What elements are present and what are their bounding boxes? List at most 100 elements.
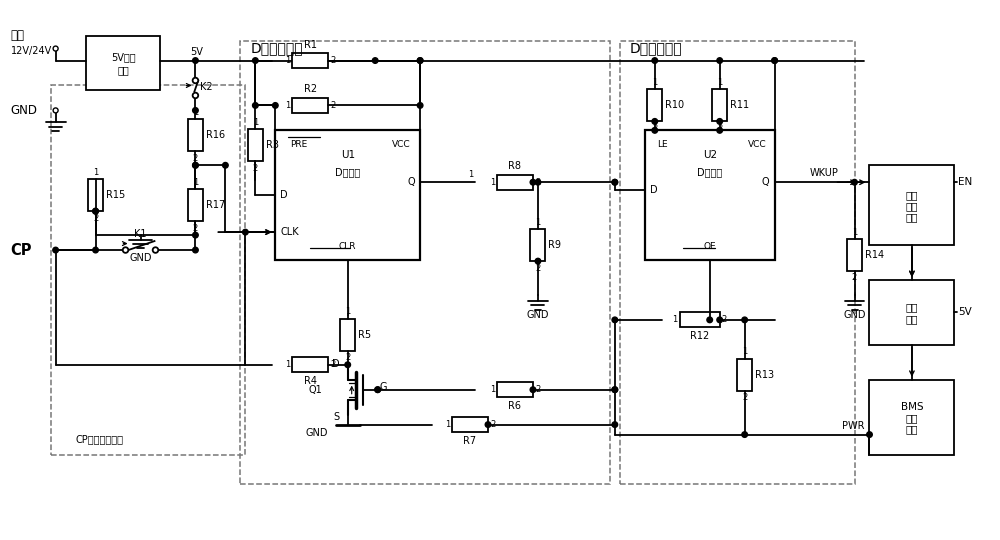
Text: 常电: 常电: [11, 29, 25, 42]
Text: EN: EN: [958, 177, 973, 187]
Text: R2: R2: [304, 84, 317, 94]
Text: 电源: 电源: [906, 302, 918, 313]
Circle shape: [535, 179, 541, 185]
Text: R17: R17: [206, 200, 225, 210]
Circle shape: [612, 317, 618, 323]
Text: GND: GND: [305, 428, 328, 437]
Text: CP: CP: [11, 242, 32, 258]
Circle shape: [717, 317, 722, 323]
Circle shape: [612, 179, 618, 185]
Text: WKUP: WKUP: [810, 168, 839, 178]
Text: 1: 1: [652, 78, 657, 87]
Text: BMS: BMS: [901, 402, 923, 412]
Text: 1: 1: [717, 78, 722, 87]
Circle shape: [652, 127, 658, 133]
Circle shape: [535, 258, 541, 264]
Circle shape: [417, 58, 423, 63]
Circle shape: [417, 58, 423, 63]
Text: VCC: VCC: [748, 140, 767, 150]
Text: R3: R3: [266, 140, 279, 150]
Text: CLK: CLK: [280, 227, 299, 237]
Circle shape: [253, 58, 258, 63]
Text: 开关: 开关: [906, 201, 918, 211]
Circle shape: [273, 103, 278, 108]
FancyBboxPatch shape: [275, 130, 420, 260]
FancyBboxPatch shape: [497, 382, 533, 397]
Text: 1: 1: [852, 227, 857, 237]
Circle shape: [193, 78, 198, 83]
Text: R9: R9: [548, 240, 561, 250]
Text: 2: 2: [742, 393, 747, 402]
Circle shape: [153, 247, 158, 253]
Text: 5V常电: 5V常电: [111, 52, 135, 62]
Text: R12: R12: [690, 331, 709, 341]
Text: OE: OE: [703, 242, 716, 251]
Text: 1: 1: [253, 118, 258, 127]
FancyBboxPatch shape: [340, 319, 355, 351]
FancyBboxPatch shape: [869, 280, 954, 345]
Text: R6: R6: [508, 401, 521, 410]
Text: K2: K2: [200, 83, 213, 92]
Text: R4: R4: [304, 376, 317, 386]
Circle shape: [345, 362, 351, 368]
Text: R7: R7: [463, 436, 477, 446]
Circle shape: [717, 58, 722, 63]
FancyBboxPatch shape: [292, 53, 328, 68]
FancyBboxPatch shape: [712, 90, 727, 122]
Text: S: S: [334, 411, 340, 422]
Text: R10: R10: [665, 100, 684, 110]
Text: 1: 1: [673, 315, 678, 325]
Text: G: G: [380, 382, 387, 392]
Circle shape: [717, 127, 722, 133]
Text: 1: 1: [490, 178, 495, 187]
Circle shape: [852, 179, 857, 185]
Text: 1: 1: [445, 420, 450, 429]
Circle shape: [193, 247, 198, 253]
Circle shape: [742, 317, 747, 323]
Text: 模块: 模块: [117, 65, 129, 75]
Text: 1: 1: [742, 347, 747, 356]
Text: GND: GND: [843, 310, 866, 320]
Text: LE: LE: [657, 140, 667, 150]
Text: 2: 2: [345, 353, 350, 362]
Circle shape: [53, 108, 58, 113]
Text: Q1: Q1: [309, 384, 323, 395]
Circle shape: [742, 432, 747, 437]
FancyBboxPatch shape: [847, 239, 862, 271]
FancyBboxPatch shape: [248, 130, 263, 161]
Text: CP信号转换模块: CP信号转换模块: [76, 435, 124, 444]
Text: 2: 2: [852, 273, 857, 282]
Text: 2: 2: [652, 124, 657, 133]
Circle shape: [193, 232, 198, 238]
Text: 1: 1: [345, 307, 350, 316]
Text: 1: 1: [93, 168, 98, 177]
Text: R1: R1: [304, 39, 317, 50]
Text: D: D: [332, 359, 340, 369]
FancyBboxPatch shape: [188, 119, 203, 151]
Circle shape: [93, 247, 98, 253]
Text: 模块: 模块: [906, 314, 918, 325]
Text: 2: 2: [193, 224, 198, 233]
Text: GND: GND: [129, 253, 152, 263]
Circle shape: [612, 422, 618, 427]
Text: VCC: VCC: [392, 140, 410, 150]
Text: R13: R13: [755, 370, 774, 380]
Circle shape: [93, 208, 98, 214]
Circle shape: [530, 179, 536, 185]
Text: 选择: 选择: [906, 190, 918, 200]
Text: 2: 2: [330, 360, 335, 369]
FancyBboxPatch shape: [645, 130, 775, 260]
Circle shape: [612, 387, 618, 393]
Text: R5: R5: [358, 330, 371, 340]
Text: 2: 2: [535, 264, 541, 273]
Circle shape: [652, 119, 658, 124]
Text: 1: 1: [193, 178, 198, 187]
Text: GND: GND: [11, 104, 38, 117]
FancyBboxPatch shape: [647, 90, 662, 122]
Text: 1: 1: [535, 218, 541, 227]
Circle shape: [707, 317, 713, 323]
Circle shape: [193, 163, 198, 168]
Text: 2: 2: [330, 101, 335, 110]
FancyBboxPatch shape: [737, 359, 752, 390]
Text: R15: R15: [106, 190, 125, 200]
